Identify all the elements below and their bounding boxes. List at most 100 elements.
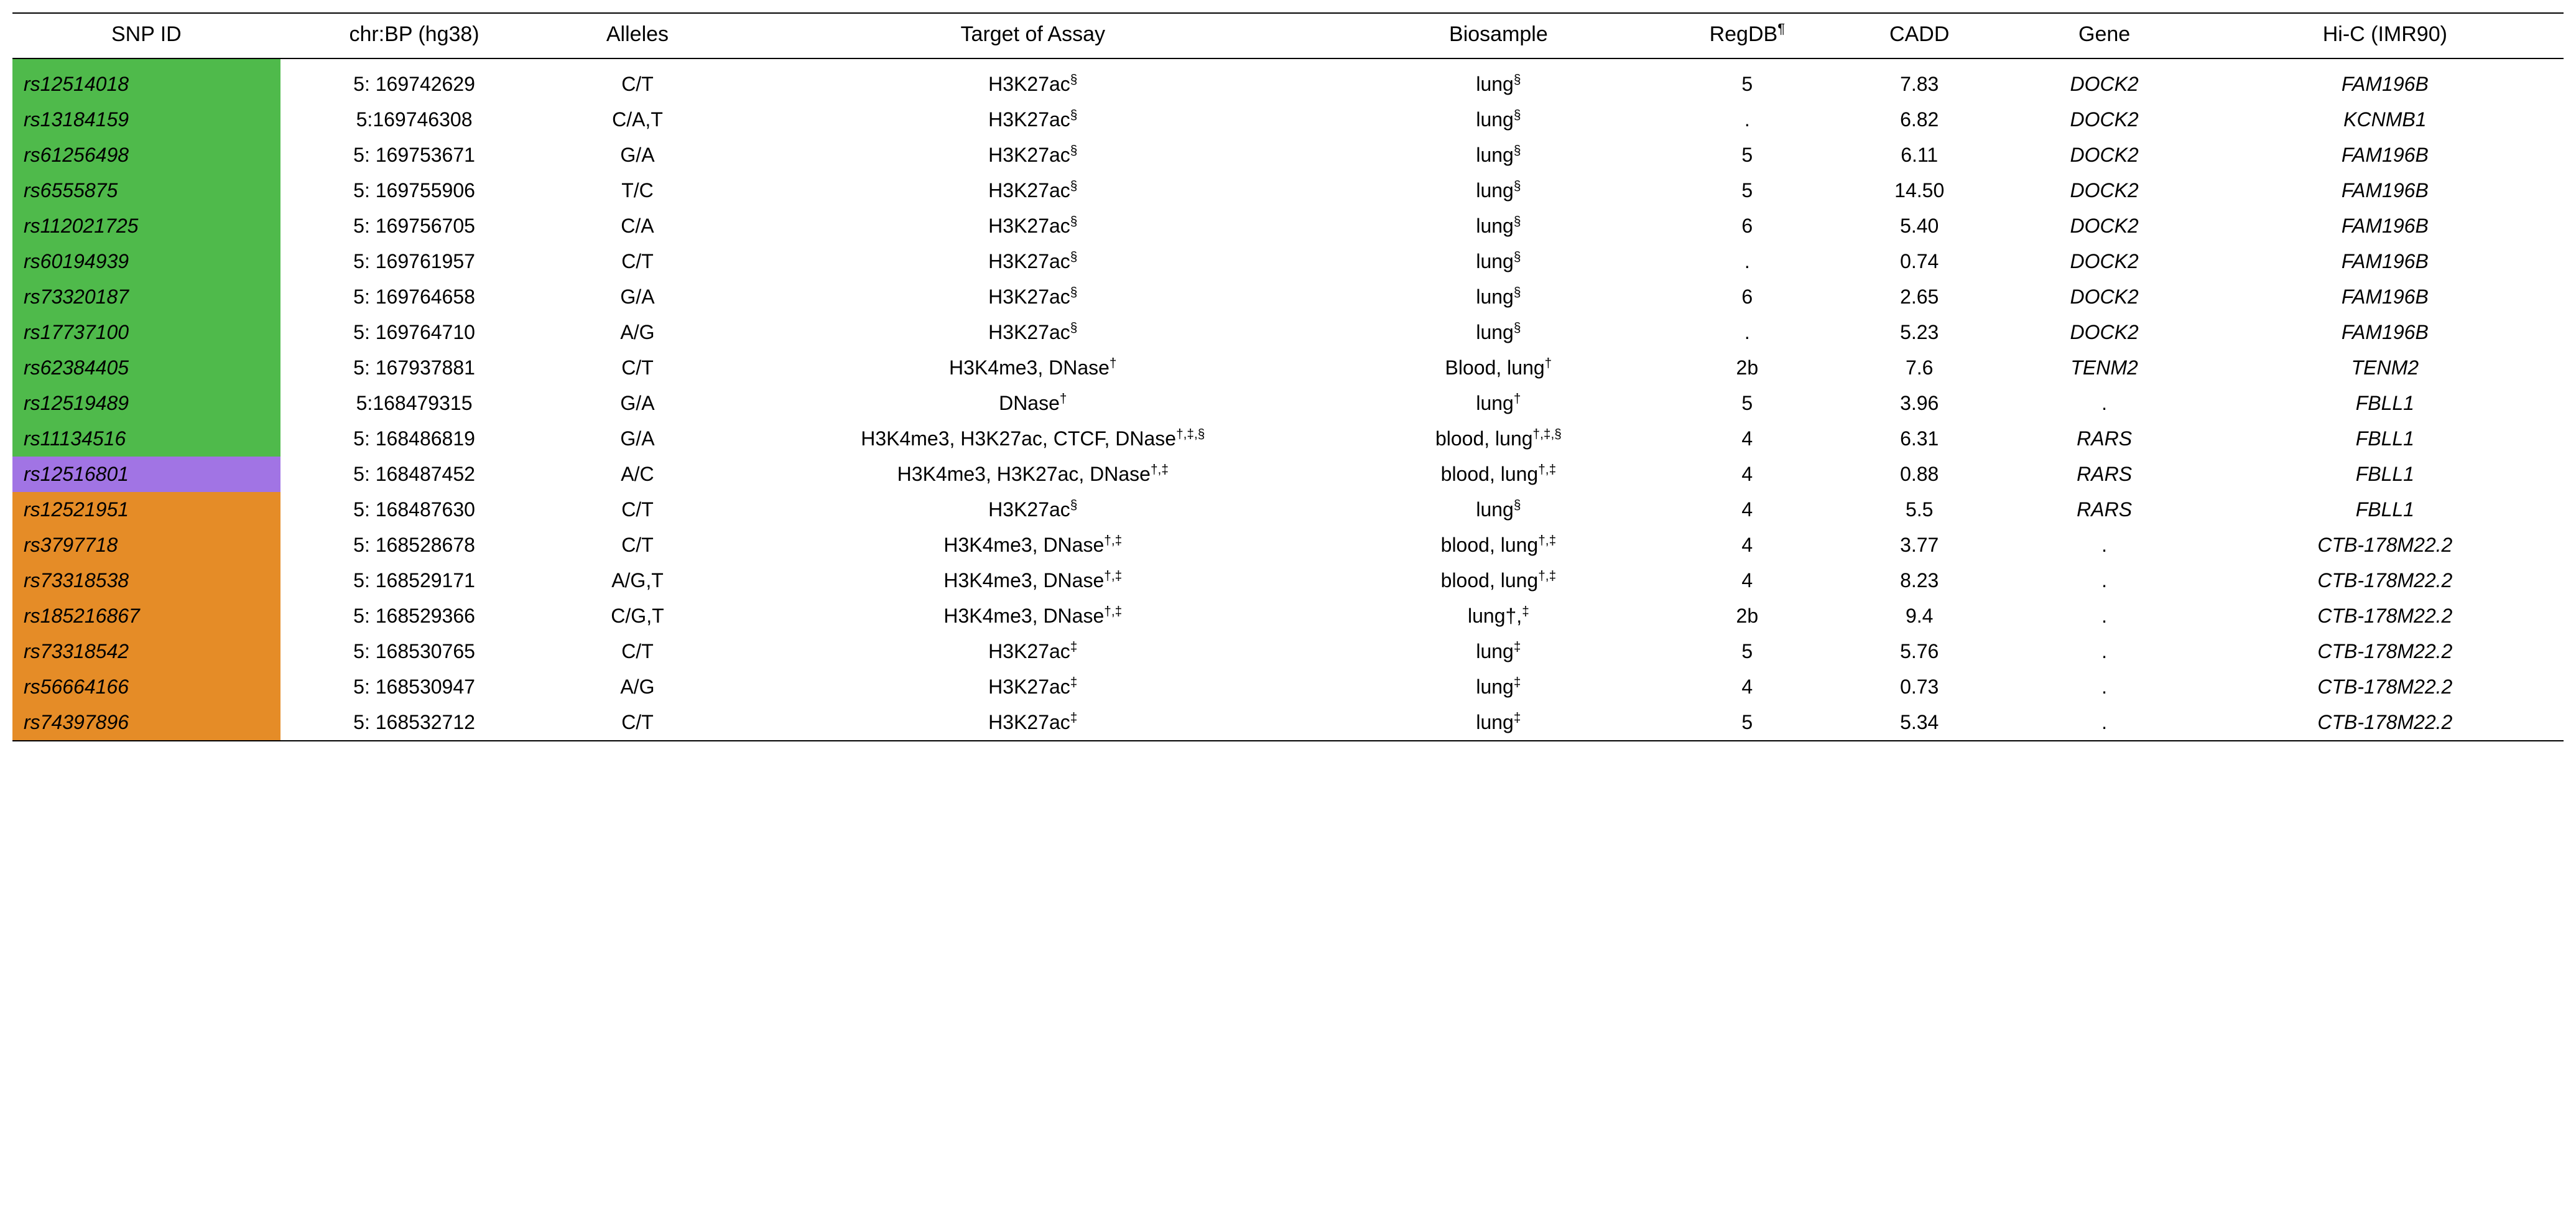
regdb-cell: 4 xyxy=(1658,527,1837,563)
chr-bp-cell: 5: 168530947 xyxy=(280,669,549,705)
hic-cell: CTB-178M22.2 xyxy=(2207,705,2564,741)
gene-cell: DOCK2 xyxy=(2003,173,2207,208)
chr-bp-cell: 5: 167937881 xyxy=(280,350,549,386)
snp-id-cell: rs13184159 xyxy=(12,102,280,137)
col-cadd: CADD xyxy=(1837,13,2003,58)
table-row: rs743978965: 168532712C/TH3K27ac‡lung‡55… xyxy=(12,705,2564,741)
target-cell: H3K4me3, DNase†,‡ xyxy=(727,563,1339,598)
regdb-cell: 5 xyxy=(1658,705,1837,741)
snp-id-cell: rs60194939 xyxy=(12,244,280,279)
chr-bp-cell: 5: 168529366 xyxy=(280,598,549,634)
alleles-cell: C/T xyxy=(548,527,726,563)
biosample-cell: blood, lung†,‡ xyxy=(1339,527,1658,563)
regdb-cell: 4 xyxy=(1658,669,1837,705)
snp-id-cell: rs61256498 xyxy=(12,137,280,173)
col-alleles: Alleles xyxy=(548,13,726,58)
gene-cell: DOCK2 xyxy=(2003,244,2207,279)
alleles-cell: C/A,T xyxy=(548,102,726,137)
regdb-cell: 5 xyxy=(1658,173,1837,208)
gene-cell: RARS xyxy=(2003,492,2207,527)
hic-cell: TENM2 xyxy=(2207,350,2564,386)
regdb-cell: 5 xyxy=(1658,58,1837,102)
gene-cell: DOCK2 xyxy=(2003,58,2207,102)
target-cell: DNase† xyxy=(727,386,1339,421)
chr-bp-cell: 5: 169742629 xyxy=(280,58,549,102)
alleles-cell: A/G,T xyxy=(548,563,726,598)
snp-id-cell: rs12514018 xyxy=(12,58,280,102)
biosample-cell: lung‡ xyxy=(1339,705,1658,741)
alleles-cell: G/A xyxy=(548,386,726,421)
gene-cell: . xyxy=(2003,669,2207,705)
regdb-cell: 5 xyxy=(1658,137,1837,173)
table-row: rs612564985: 169753671G/AH3K27ac§lung§56… xyxy=(12,137,2564,173)
target-cell: H3K27ac§ xyxy=(727,58,1339,102)
snp-id-cell: rs112021725 xyxy=(12,208,280,244)
regdb-cell: 2b xyxy=(1658,598,1837,634)
alleles-cell: T/C xyxy=(548,173,726,208)
alleles-cell: C/A xyxy=(548,208,726,244)
gene-cell: RARS xyxy=(2003,457,2207,492)
target-cell: H3K4me3, DNase† xyxy=(727,350,1339,386)
alleles-cell: C/G,T xyxy=(548,598,726,634)
chr-bp-cell: 5: 168486819 xyxy=(280,421,549,457)
cadd-cell: 5.23 xyxy=(1837,315,2003,350)
col-snp-id: SNP ID xyxy=(12,13,280,58)
table-row: rs125194895:168479315G/ADNase†lung†53.96… xyxy=(12,386,2564,421)
chr-bp-cell: 5: 169755906 xyxy=(280,173,549,208)
table-row: rs1120217255: 169756705C/AH3K27ac§lung§6… xyxy=(12,208,2564,244)
target-cell: H3K27ac‡ xyxy=(727,705,1339,741)
gene-cell: DOCK2 xyxy=(2003,208,2207,244)
alleles-cell: A/G xyxy=(548,669,726,705)
snp-id-cell: rs73318542 xyxy=(12,634,280,669)
hic-cell: KCNMB1 xyxy=(2207,102,2564,137)
col-gene: Gene xyxy=(2003,13,2207,58)
col-biosample: Biosample xyxy=(1339,13,1658,58)
target-cell: H3K27ac§ xyxy=(727,315,1339,350)
gene-cell: . xyxy=(2003,634,2207,669)
table-row: rs125168015: 168487452A/CH3K4me3, H3K27a… xyxy=(12,457,2564,492)
hic-cell: FAM196B xyxy=(2207,137,2564,173)
gene-cell: DOCK2 xyxy=(2003,102,2207,137)
regdb-cell: 5 xyxy=(1658,634,1837,669)
hic-cell: CTB-178M22.2 xyxy=(2207,598,2564,634)
table-row: rs125140185: 169742629C/TH3K27ac§lung§57… xyxy=(12,58,2564,102)
regdb-cell: 5 xyxy=(1658,386,1837,421)
snp-id-cell: rs74397896 xyxy=(12,705,280,741)
regdb-cell: 4 xyxy=(1658,421,1837,457)
table-row: rs1852168675: 168529366C/G,TH3K4me3, DNa… xyxy=(12,598,2564,634)
hic-cell: CTB-178M22.2 xyxy=(2207,527,2564,563)
target-cell: H3K4me3, DNase†,‡ xyxy=(727,598,1339,634)
table-row: rs65558755: 169755906T/CH3K27ac§lung§514… xyxy=(12,173,2564,208)
target-cell: H3K27ac§ xyxy=(727,102,1339,137)
alleles-cell: G/A xyxy=(548,279,726,315)
hic-cell: CTB-178M22.2 xyxy=(2207,563,2564,598)
regdb-cell: 2b xyxy=(1658,350,1837,386)
table-row: rs131841595:169746308C/A,TH3K27ac§lung§.… xyxy=(12,102,2564,137)
gene-cell: TENM2 xyxy=(2003,350,2207,386)
hic-cell: FBLL1 xyxy=(2207,457,2564,492)
snp-id-cell: rs11134516 xyxy=(12,421,280,457)
biosample-cell: lung§ xyxy=(1339,58,1658,102)
chr-bp-cell: 5: 168529171 xyxy=(280,563,549,598)
regdb-cell: 4 xyxy=(1658,457,1837,492)
hic-cell: FAM196B xyxy=(2207,208,2564,244)
chr-bp-cell: 5:169746308 xyxy=(280,102,549,137)
snp-id-cell: rs3797718 xyxy=(12,527,280,563)
gene-cell: DOCK2 xyxy=(2003,315,2207,350)
table-row: rs566641665: 168530947A/GH3K27ac‡lung‡40… xyxy=(12,669,2564,705)
hic-cell: FAM196B xyxy=(2207,244,2564,279)
snp-id-cell: rs12521951 xyxy=(12,492,280,527)
chr-bp-cell: 5: 169753671 xyxy=(280,137,549,173)
regdb-cell: . xyxy=(1658,244,1837,279)
regdb-cell: . xyxy=(1658,315,1837,350)
alleles-cell: C/T xyxy=(548,350,726,386)
chr-bp-cell: 5: 168530765 xyxy=(280,634,549,669)
biosample-cell: lung†,‡ xyxy=(1339,598,1658,634)
target-cell: H3K4me3, H3K27ac, DNase†,‡ xyxy=(727,457,1339,492)
snp-id-cell: rs73318538 xyxy=(12,563,280,598)
snp-id-cell: rs185216867 xyxy=(12,598,280,634)
regdb-cell: . xyxy=(1658,102,1837,137)
regdb-cell: 4 xyxy=(1658,563,1837,598)
cadd-cell: 6.82 xyxy=(1837,102,2003,137)
snp-id-cell: rs73320187 xyxy=(12,279,280,315)
